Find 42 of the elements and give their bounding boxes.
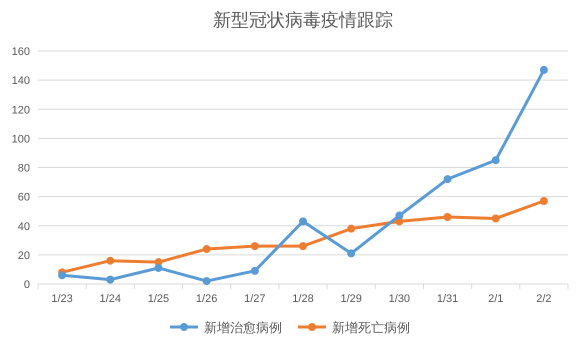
point [444,175,452,184]
y-tick-label: 60 [18,192,30,204]
x-tick-label: 1/27 [244,293,266,305]
title: 新型冠状病毒疫情跟踪 [213,10,393,30]
point [106,256,114,265]
x-tick-label: 1/23 [51,293,73,305]
point [347,224,356,233]
y-tick-label: 160 [12,46,30,58]
x-tick-label: 1/25 [148,293,170,305]
y-tick-label: 100 [12,133,30,146]
point [492,214,500,222]
legend-label: 新增治愈病例 [204,320,282,335]
x-tick-label: 1/30 [388,293,410,305]
y-tick-label: 20 [18,250,30,262]
x-tick-label: 2/2 [536,293,552,305]
y-tick-label: 0 [24,279,30,291]
point [444,213,452,222]
y-tick-label: 80 [18,162,30,174]
y-tick-label: 140 [12,75,30,88]
point [540,196,548,205]
legend-label: 新增死亡病例 [332,320,410,335]
x-tick-label: 1/31 [436,293,458,305]
y-tick-label: 120 [12,104,30,116]
x-tick-label: 1/26 [196,293,218,305]
point [154,264,162,272]
x-tick-label: 1/28 [292,293,314,305]
y-tick-label: 40 [18,220,30,233]
point [58,271,66,280]
point [250,242,259,250]
x-tick-label: 2/1 [488,293,504,305]
point [250,266,259,275]
x-tick-label: 1/29 [340,293,362,305]
point [299,217,307,226]
point [347,249,356,258]
point [395,212,404,220]
x-tick-label: 1/24 [100,293,121,305]
point [492,156,500,164]
point [202,245,211,254]
point [106,276,114,284]
point [540,66,548,74]
point [299,242,307,250]
point [202,277,211,286]
